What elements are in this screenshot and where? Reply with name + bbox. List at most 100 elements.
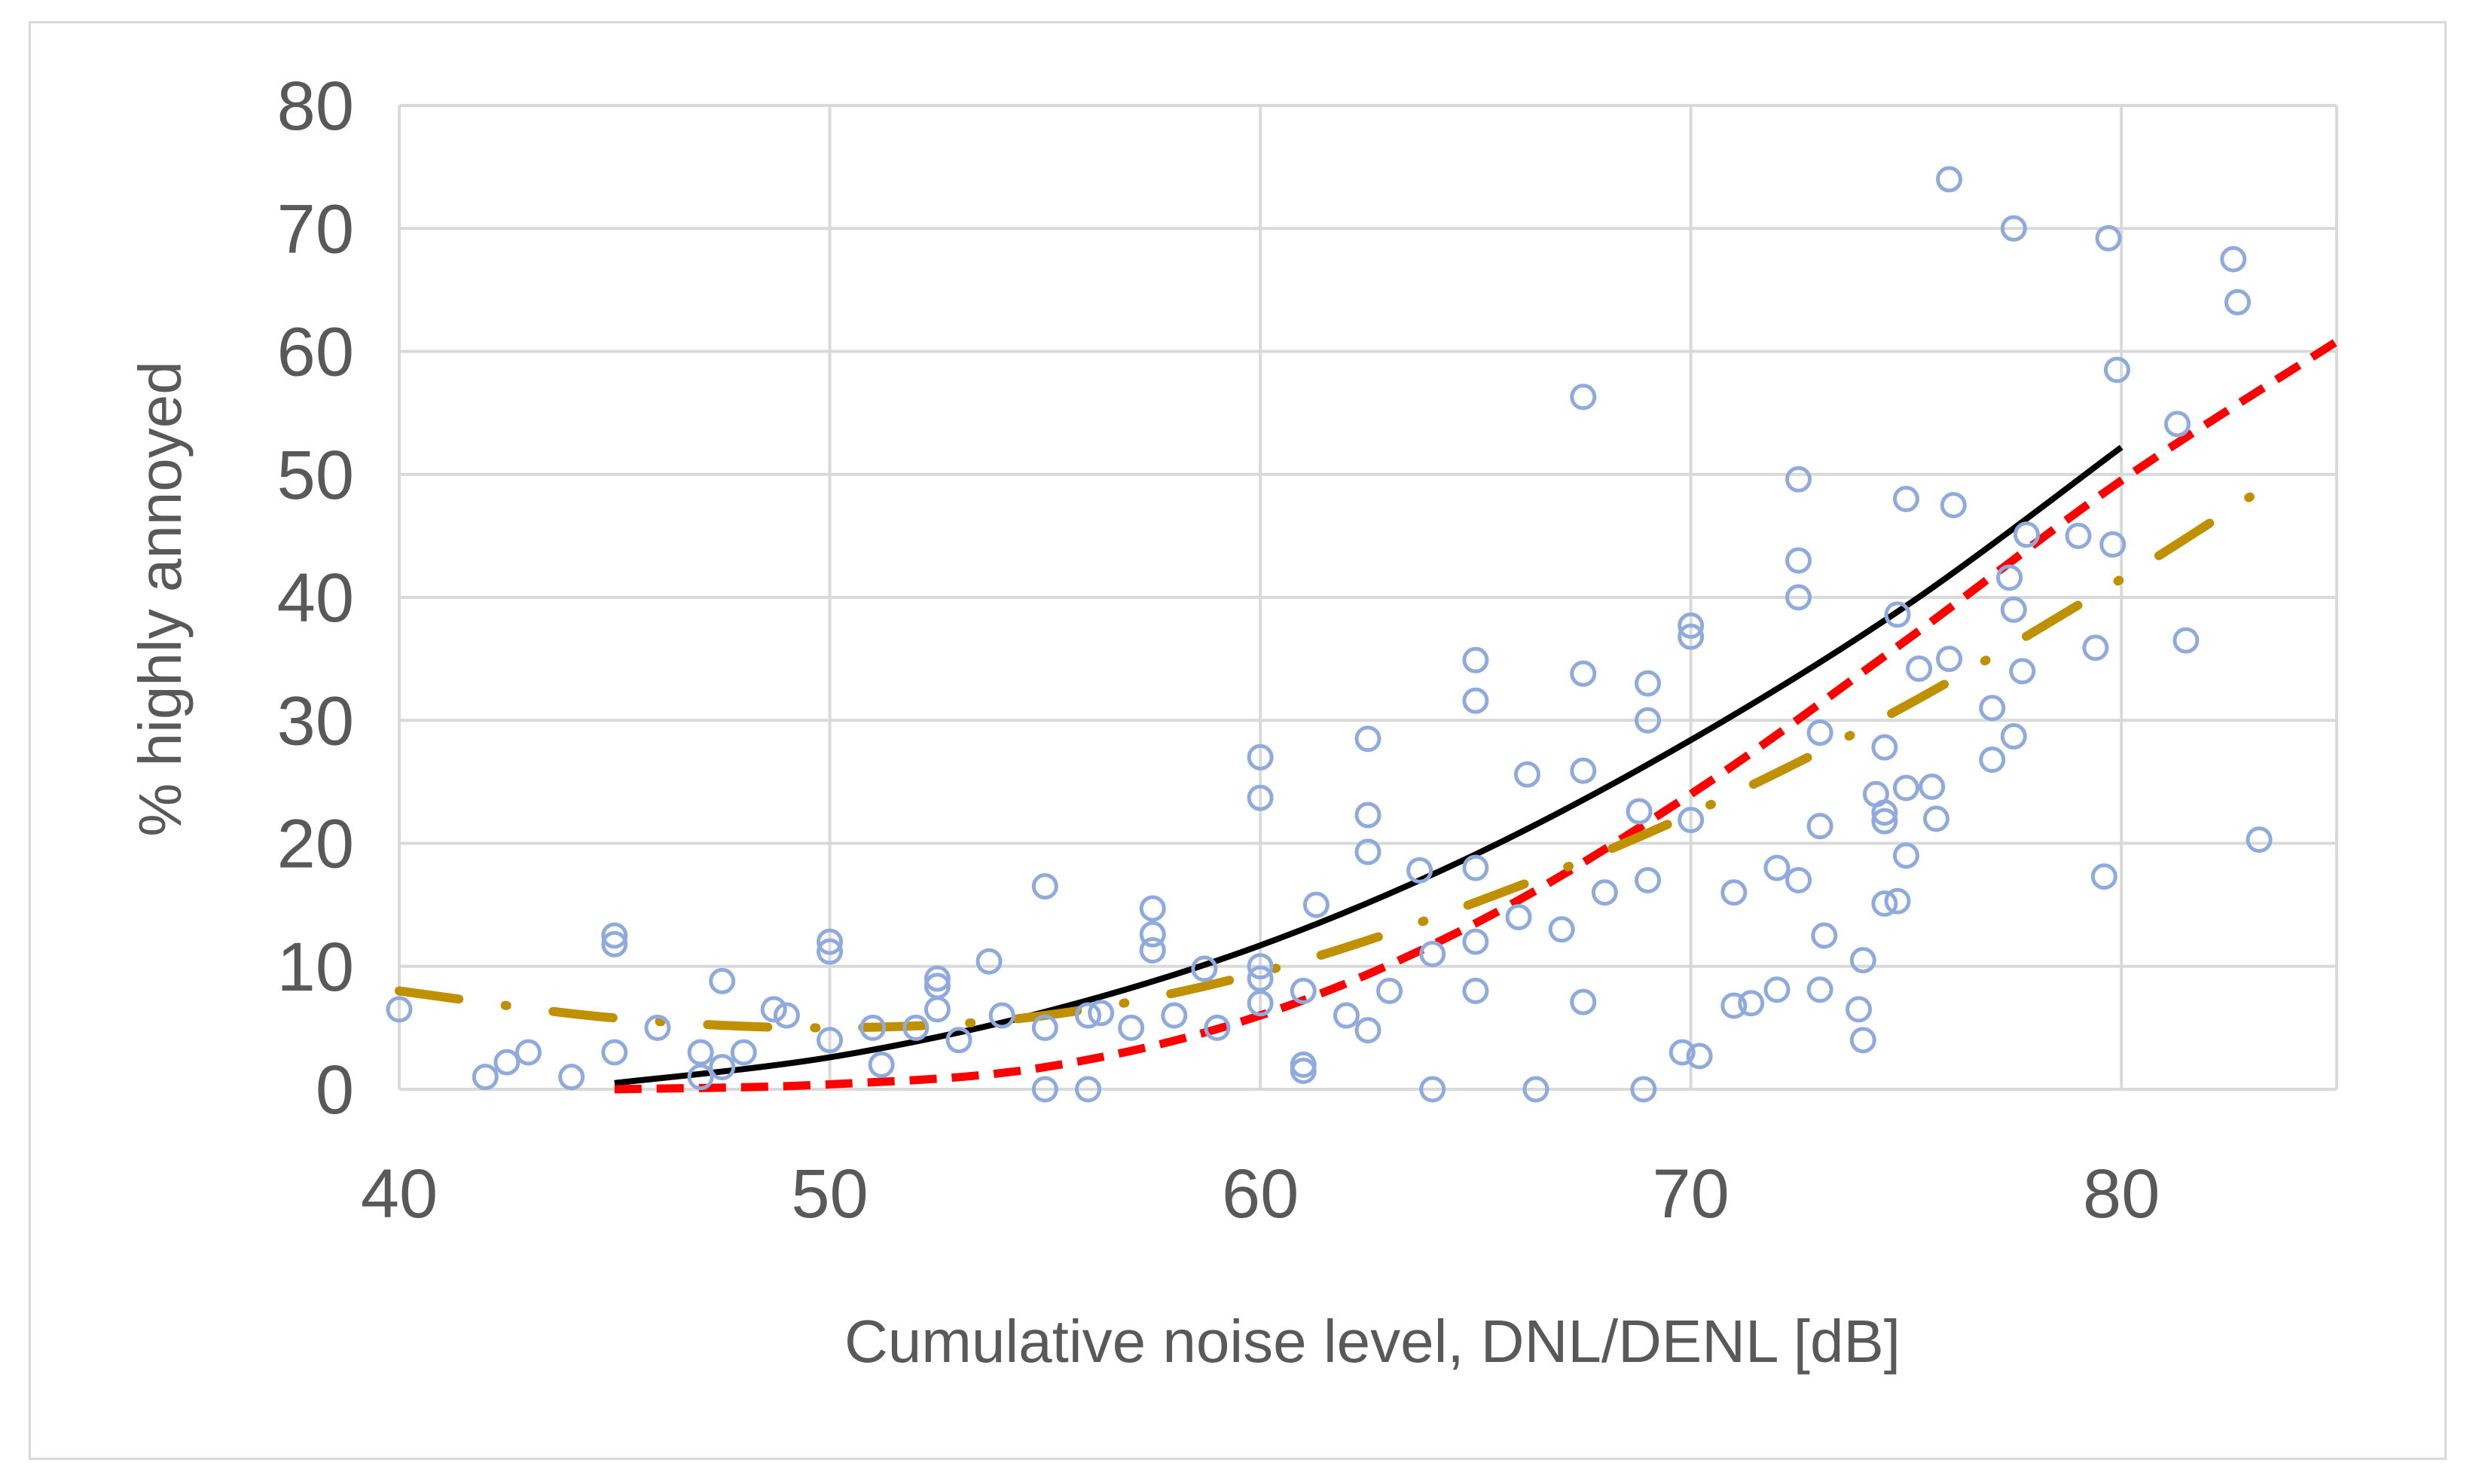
grid-layer xyxy=(398,104,2338,1091)
scatter-point-4 xyxy=(558,1064,585,1091)
scatter-point-5 xyxy=(601,922,628,949)
scatter-point-127 xyxy=(2099,531,2126,558)
scatter-point-11 xyxy=(709,967,736,994)
scatter-point-12 xyxy=(709,1054,736,1081)
scatter-point-57 xyxy=(1419,940,1446,967)
scatter-point-33 xyxy=(1088,1000,1115,1027)
scatter-point-67 xyxy=(1548,916,1575,943)
scatter-point-112 xyxy=(1936,166,1963,193)
scatter-point-44 xyxy=(1247,965,1274,992)
scatter-point-96 xyxy=(1846,996,1873,1023)
scatter-point-101 xyxy=(1871,799,1898,826)
scatter-point-3 xyxy=(514,1039,542,1066)
scatter-point-31 xyxy=(1074,1076,1101,1103)
scatter-point-114 xyxy=(1940,492,1967,519)
scatter-point-10 xyxy=(687,1064,714,1091)
scatter-point-110 xyxy=(1919,773,1946,800)
scatter-point-38 xyxy=(1161,1002,1188,1029)
scatter-point-18 xyxy=(817,1027,844,1054)
scatter-point-62 xyxy=(1462,928,1489,955)
scatter-point-69 xyxy=(1570,660,1597,687)
scatter-point-28 xyxy=(1031,873,1058,900)
scatter-point-115 xyxy=(1979,695,2006,722)
scatter-point-66 xyxy=(1522,1076,1549,1103)
scatter-point-13 xyxy=(730,1039,757,1066)
scatter-point-76 xyxy=(1635,707,1662,734)
scatter-point-1 xyxy=(472,1064,499,1091)
scatter-point-19 xyxy=(859,1014,887,1041)
scatter-point-102 xyxy=(1871,808,1898,835)
scatter-point-54 xyxy=(1354,1017,1381,1044)
scatter-point-40 xyxy=(1204,1014,1231,1041)
series-line-gold xyxy=(395,492,2255,1033)
scatter-point-42 xyxy=(1247,784,1274,811)
scatter-point-124 xyxy=(2082,634,2109,661)
scatter-point-83 xyxy=(1720,879,1748,906)
x-tick-label-60: 60 xyxy=(1222,1156,1299,1232)
scatter-point-63 xyxy=(1462,977,1489,1004)
y-tick-label-50: 50 xyxy=(277,437,354,514)
scatter-point-123 xyxy=(2065,522,2092,549)
scatter-point-43 xyxy=(1247,953,1274,980)
scatter-point-87 xyxy=(1763,976,1791,1003)
scatter-point-73 xyxy=(1626,798,1653,825)
scatter-point-61 xyxy=(1462,854,1489,881)
scatter-point-120 xyxy=(2000,722,2027,750)
scatter-point-81 xyxy=(1678,806,1705,833)
scatter-point-27 xyxy=(988,1002,1015,1029)
scatter-point-97 xyxy=(1849,947,1876,974)
scatter-point-59 xyxy=(1462,646,1489,673)
scatter-point-126 xyxy=(2095,224,2122,252)
scatter-point-86 xyxy=(1763,854,1791,881)
y-tick-label-60: 60 xyxy=(277,314,354,391)
scatter-point-2 xyxy=(493,1049,521,1076)
scatter-point-90 xyxy=(1785,584,1812,611)
scatter-point-0 xyxy=(386,996,413,1023)
scatter-point-20 xyxy=(868,1051,895,1078)
x-tick-label-40: 40 xyxy=(361,1156,438,1232)
scatter-point-26 xyxy=(975,948,1003,975)
scatter-point-64 xyxy=(1505,903,1532,930)
scatter-point-118 xyxy=(2000,215,2027,242)
scatter-point-121 xyxy=(2009,658,2036,685)
scatter-point-125 xyxy=(2090,863,2117,890)
scatter-point-71 xyxy=(1570,988,1597,1015)
scatter-point-75 xyxy=(1635,670,1662,697)
scatter-point-49 xyxy=(1302,891,1330,918)
scatter-point-72 xyxy=(1591,879,1618,906)
y-tick-label-20: 20 xyxy=(277,806,354,883)
scatter-point-82 xyxy=(1686,1043,1713,1070)
y-tick-label-10: 10 xyxy=(277,929,354,1006)
scatter-point-14 xyxy=(760,996,787,1023)
points-layer xyxy=(386,166,2273,1103)
series-line-red xyxy=(614,337,2339,1094)
scatter-point-70 xyxy=(1570,757,1597,784)
y-axis-title: % highly annoyed xyxy=(127,361,194,837)
scatter-point-89 xyxy=(1785,547,1812,574)
scatter-point-117 xyxy=(1996,564,2023,591)
scatter-point-130 xyxy=(2172,627,2200,654)
scatter-point-45 xyxy=(1247,990,1274,1017)
scatter-point-7 xyxy=(601,1039,628,1066)
scatter-point-36 xyxy=(1139,921,1166,948)
scatter-point-77 xyxy=(1635,866,1662,893)
scatter-point-108 xyxy=(1892,842,1919,869)
scatter-point-6 xyxy=(601,930,628,957)
scatter-point-132 xyxy=(2224,289,2252,316)
scatter-point-58 xyxy=(1419,1076,1446,1103)
scatter-point-32 xyxy=(1074,1002,1101,1029)
scatter-point-79 xyxy=(1678,612,1705,640)
scatter-point-80 xyxy=(1678,623,1705,650)
scatter-point-109 xyxy=(1906,655,1933,682)
y-tick-label-30: 30 xyxy=(277,682,354,759)
scatter-point-128 xyxy=(2104,356,2131,383)
scatter-point-56 xyxy=(1406,857,1433,884)
scatter-point-21 xyxy=(902,1014,930,1041)
scatter-point-51 xyxy=(1354,725,1381,753)
scatter-point-107 xyxy=(1892,774,1919,802)
scatter-point-24 xyxy=(924,996,951,1023)
scatter-point-104 xyxy=(1884,601,1911,628)
scatter-point-39 xyxy=(1191,955,1218,982)
scatter-point-94 xyxy=(1806,976,1833,1003)
